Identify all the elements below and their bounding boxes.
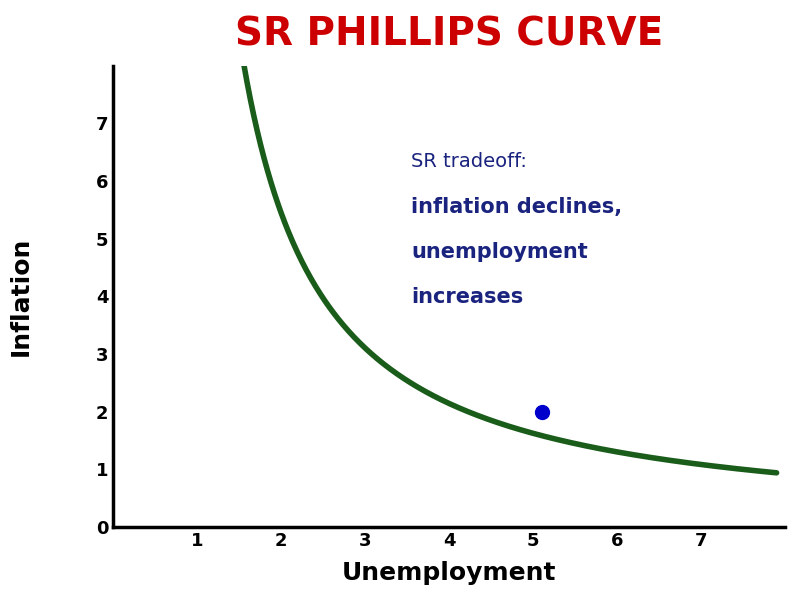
X-axis label: Unemployment: Unemployment bbox=[342, 561, 557, 585]
Text: unemployment: unemployment bbox=[411, 242, 588, 262]
Text: inflation declines,: inflation declines, bbox=[411, 197, 622, 217]
Text: SR tradeoff:: SR tradeoff: bbox=[411, 152, 527, 172]
Text: increases: increases bbox=[411, 287, 524, 307]
Y-axis label: Inflation: Inflation bbox=[9, 237, 33, 356]
Title: SR PHILLIPS CURVE: SR PHILLIPS CURVE bbox=[235, 15, 663, 53]
